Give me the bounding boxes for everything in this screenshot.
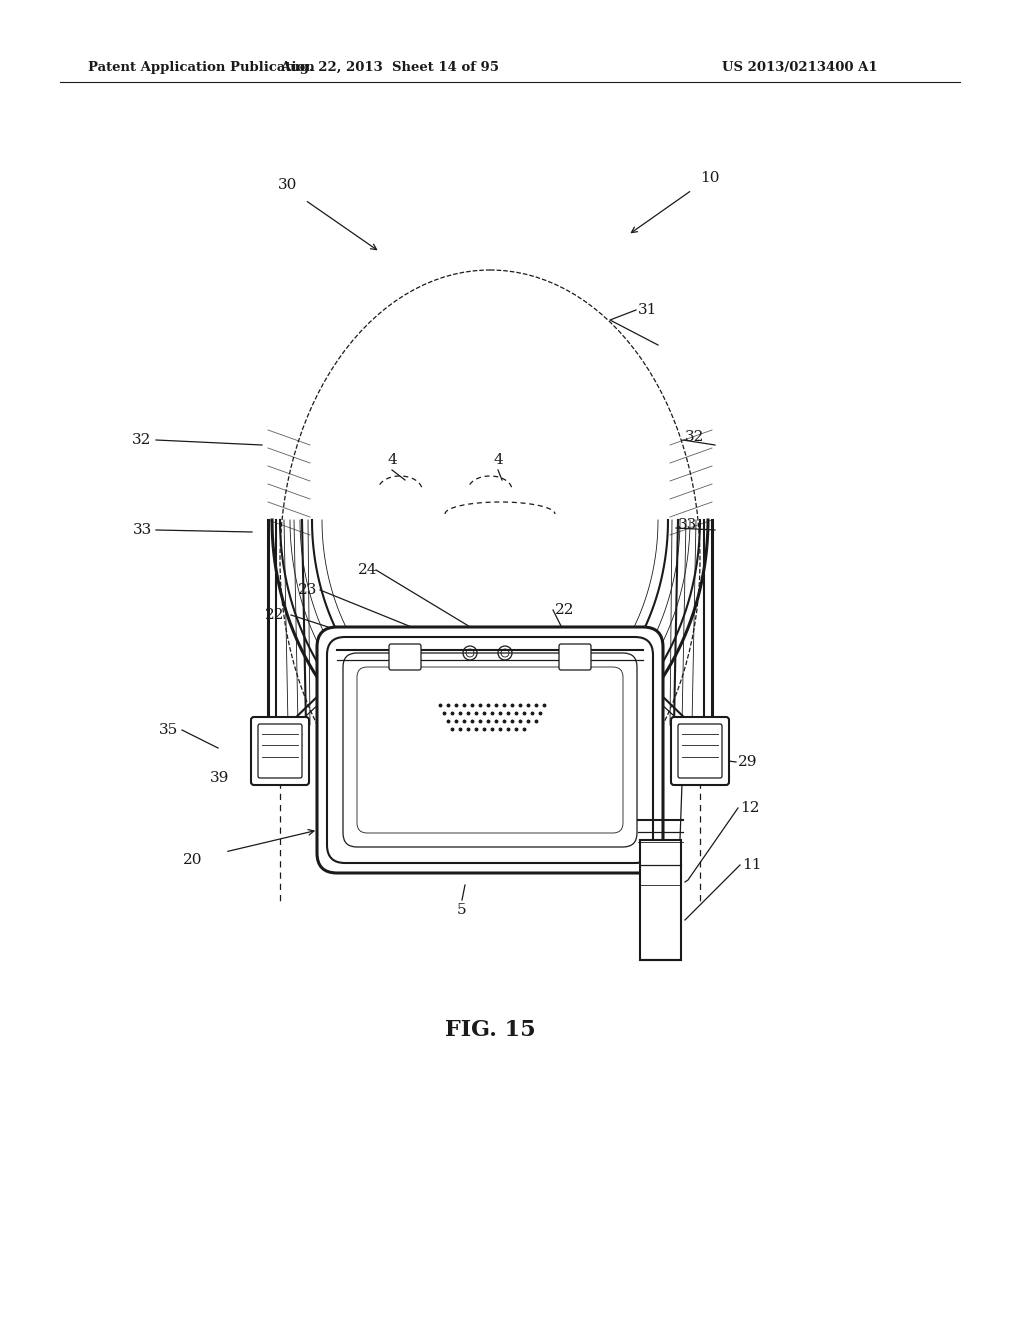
FancyBboxPatch shape	[678, 723, 722, 777]
FancyBboxPatch shape	[327, 638, 653, 863]
Text: 21: 21	[369, 793, 388, 807]
Text: 4: 4	[494, 453, 503, 467]
Text: 32: 32	[132, 433, 152, 447]
Text: 35: 35	[159, 723, 177, 737]
Text: 30: 30	[279, 178, 298, 191]
Text: 34: 34	[678, 721, 697, 735]
FancyBboxPatch shape	[389, 644, 421, 671]
Text: 5: 5	[457, 903, 467, 917]
Text: 33: 33	[678, 517, 697, 532]
Text: 33: 33	[132, 523, 152, 537]
FancyBboxPatch shape	[671, 717, 729, 785]
Text: 10: 10	[700, 172, 720, 185]
Text: 32: 32	[685, 430, 705, 444]
Text: 22: 22	[555, 603, 574, 616]
Text: 20: 20	[183, 853, 203, 867]
Text: 39: 39	[210, 771, 229, 785]
Bar	[640, 840, 681, 960]
FancyBboxPatch shape	[258, 723, 302, 777]
Text: 23: 23	[298, 583, 317, 597]
FancyBboxPatch shape	[343, 653, 637, 847]
Text: 11: 11	[742, 858, 762, 873]
FancyBboxPatch shape	[357, 667, 623, 833]
FancyBboxPatch shape	[559, 644, 591, 671]
Text: Aug. 22, 2013  Sheet 14 of 95: Aug. 22, 2013 Sheet 14 of 95	[281, 62, 500, 74]
Text: 4: 4	[387, 453, 397, 467]
Text: 24: 24	[358, 564, 378, 577]
Text: 12: 12	[740, 801, 760, 814]
Text: 31: 31	[638, 304, 657, 317]
FancyBboxPatch shape	[317, 627, 663, 873]
Text: 22: 22	[265, 609, 285, 622]
Text: Patent Application Publication: Patent Application Publication	[88, 62, 314, 74]
Text: 25: 25	[406, 713, 425, 727]
FancyBboxPatch shape	[251, 717, 309, 785]
Text: 29: 29	[738, 755, 758, 770]
Text: FIG. 15: FIG. 15	[444, 1019, 536, 1041]
Text: US 2013/0213400 A1: US 2013/0213400 A1	[722, 62, 878, 74]
